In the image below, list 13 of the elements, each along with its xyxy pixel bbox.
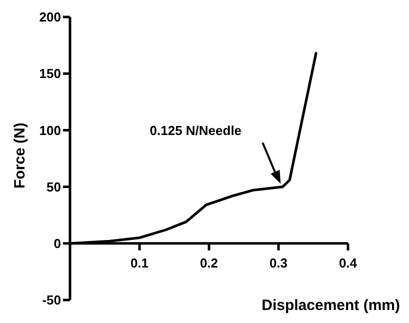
y-tick-label: 200 [39, 10, 61, 25]
y-tick-label: 0 [54, 236, 61, 252]
x-axis-title: Displacement (mm) [262, 297, 400, 314]
y-tick-label: 150 [39, 66, 61, 82]
y-axis-title: Force (N) [11, 122, 28, 188]
x-tick-label: 0.1 [130, 255, 149, 270]
x-tick-label: 0.3 [269, 255, 288, 270]
x-tick-label: 0.4 [338, 255, 358, 270]
y-tick-label: 50 [46, 179, 61, 194]
x-tick-label: 0.2 [200, 255, 218, 270]
y-tick-label: -50 [42, 292, 61, 308]
y-tick-label: 100 [39, 122, 61, 138]
annotation: 0.125 N/Needle [150, 122, 242, 138]
